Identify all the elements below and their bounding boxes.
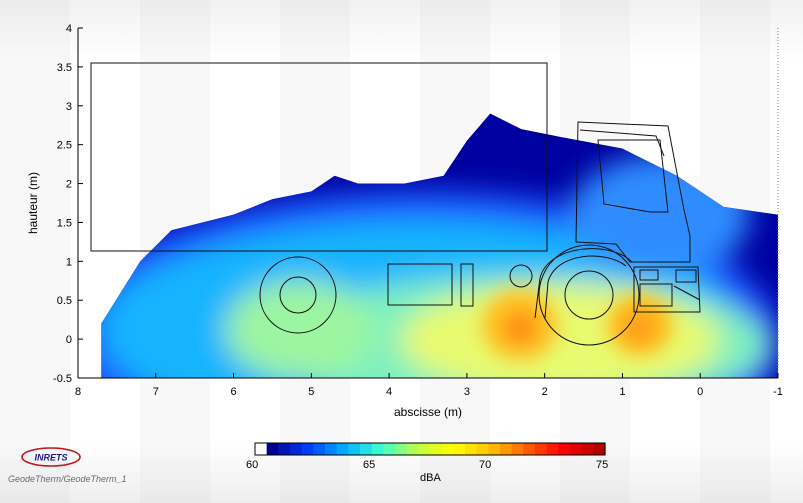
colorbar-tick-65: 65 [363, 459, 376, 471]
small-circle [509, 264, 533, 288]
colorbar-cell [593, 443, 606, 455]
colorbar-cell [406, 443, 419, 455]
cab-outline [575, 121, 691, 263]
colorbar-tick-75: 75 [596, 459, 609, 471]
vehicle-outline [90, 62, 701, 346]
colorbar-cell [441, 443, 454, 455]
fender [534, 248, 633, 319]
colorbar-cell [278, 443, 291, 455]
colorbar-cell [511, 443, 524, 455]
x-tick-label: 8 [75, 386, 81, 398]
y-tick-label: 3 [66, 101, 72, 113]
y-tick-label: 2 [66, 179, 72, 191]
x-tick-label: 4 [386, 386, 392, 398]
engine-detail [639, 269, 697, 307]
bumper [673, 285, 701, 301]
colorbar-cell [348, 443, 361, 455]
colorbar-cell [523, 443, 536, 455]
logo-text: INRETS [34, 453, 67, 463]
cab-window [579, 129, 665, 157]
colorbar-cell [360, 443, 373, 455]
colorbar-cell [581, 443, 594, 455]
small-rect [460, 263, 474, 307]
y-tick-label: 2.5 [57, 140, 72, 152]
y-tick-label: 0 [66, 334, 72, 346]
front-wheel-outer [538, 244, 640, 346]
inrets-logo: INRETS [21, 447, 81, 467]
colorbar-cell [325, 443, 338, 455]
colorbar-cell [383, 443, 396, 455]
colorbar-cell [418, 443, 431, 455]
engine-block [633, 266, 701, 313]
x-tick-label: 2 [542, 386, 548, 398]
colorbar-cell [453, 443, 466, 455]
colorbar-cell [266, 443, 279, 455]
x-axis-title: abscisse (m) [394, 405, 462, 419]
y-tick-label: 0.5 [57, 295, 72, 307]
rear-wheel-inner [279, 276, 317, 314]
front-wheel-inner [564, 270, 614, 320]
colorbar-cell [488, 443, 501, 455]
y-tick-label: 1.5 [57, 217, 72, 229]
colorbar-title: dBA [420, 472, 441, 484]
colorbar-cell [558, 443, 571, 455]
y-tick-label: 4 [66, 23, 72, 35]
x-tick-label: 1 [619, 386, 625, 398]
rear-wheel-outer [259, 256, 337, 334]
sound-field [101, 113, 778, 378]
tank-rect [387, 263, 453, 306]
colorbar [254, 442, 606, 456]
colorbar-cell [430, 443, 443, 455]
x-tick-label: -1 [773, 386, 783, 398]
colorbar-tick-70: 70 [479, 459, 492, 471]
x-tick-label: 6 [230, 386, 236, 398]
trailer-box [90, 62, 548, 252]
colorbar-cell [336, 443, 349, 455]
colorbar-tick-60: 60 [246, 459, 259, 471]
colorbar-cell [476, 443, 489, 455]
source-label: GeodeTherm/GeodeTherm_1 [8, 474, 127, 484]
colorbar-cell [301, 443, 314, 455]
colorbar-cell [570, 443, 583, 455]
x-tick-label: 5 [308, 386, 314, 398]
y-axis-title: hauteur (m) [26, 172, 40, 234]
colorbar-cell [371, 443, 384, 455]
cab-back [597, 139, 669, 213]
colorbar-cell [535, 443, 548, 455]
fender-inner [544, 255, 627, 319]
colorbar-cell [500, 443, 513, 455]
colorbar-cell [546, 443, 559, 455]
colorbar-cell [465, 443, 478, 455]
x-tick-label: 3 [464, 386, 470, 398]
y-tick-label: -0.5 [53, 373, 72, 385]
x-tick-label: 0 [697, 386, 703, 398]
x-tick-label: 7 [153, 386, 159, 398]
colorbar-cell [290, 443, 303, 455]
colorbar-cell [255, 443, 268, 455]
colorbar-cell [395, 443, 408, 455]
y-tick-label: 3.5 [57, 62, 72, 74]
axes: 8 7 6 5 4 3 2 1 0 -1 -0.5 0 0.5 1 1.5 2 2.5 3 3.5 4 abscis… [26, 23, 783, 419]
y-tick-label: 1 [66, 256, 72, 268]
colorbar-cell [313, 443, 326, 455]
